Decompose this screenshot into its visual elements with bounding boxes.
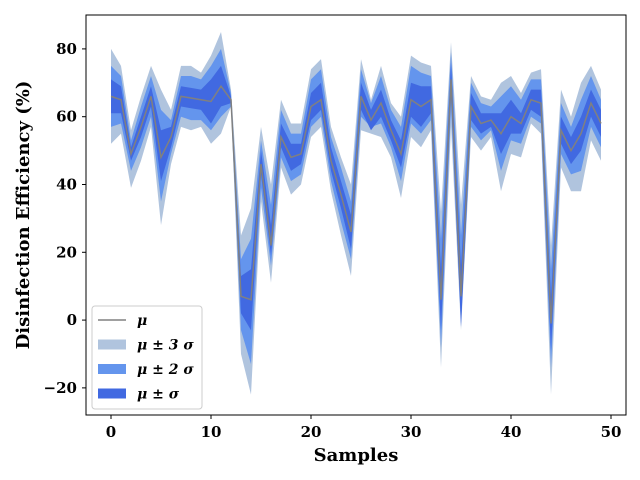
y-tick-label: 40: [56, 175, 77, 193]
legend: μ μ ± 3 σ μ ± 2 σ μ ± σ: [91, 305, 203, 410]
x-axis-label: Samples: [314, 445, 399, 466]
band-sigma-1: [111, 62, 601, 351]
y-tick-label: 20: [56, 243, 77, 261]
legend-patch-swatch: [98, 364, 126, 374]
bands-layer: [111, 31, 601, 395]
x-tick-label: 40: [501, 423, 522, 441]
y-axis: −20 0 20 40 60 80: [44, 40, 86, 397]
legend-box: [91, 305, 203, 410]
y-tick-label: 60: [56, 108, 77, 126]
x-tick-label: 30: [401, 423, 422, 441]
y-tick-label: 0: [67, 311, 77, 329]
legend-patch-swatch: [98, 388, 126, 399]
legend-label: μ ± 3 σ: [137, 338, 194, 354]
x-tick-label: 50: [601, 423, 622, 441]
x-tick-label: 10: [201, 423, 222, 441]
plot-frame: [85, 14, 627, 416]
legend-label: μ ± 2 σ: [137, 362, 194, 378]
mean-line: [110, 79, 602, 324]
y-tick-label: −20: [44, 379, 77, 397]
x-tick-label: 20: [301, 423, 322, 441]
legend-label: μ: [137, 313, 147, 329]
x-axis: 0 10 20 30 40 50: [106, 415, 622, 441]
y-axis-label: Disinfection Efficiency (%): [13, 81, 34, 350]
legend-label: μ ± σ: [137, 387, 180, 403]
legend-patch-swatch: [98, 339, 126, 350]
mean-line-layer: [110, 79, 602, 324]
y-tick-label: 80: [56, 40, 77, 58]
x-tick-label: 0: [106, 423, 116, 441]
